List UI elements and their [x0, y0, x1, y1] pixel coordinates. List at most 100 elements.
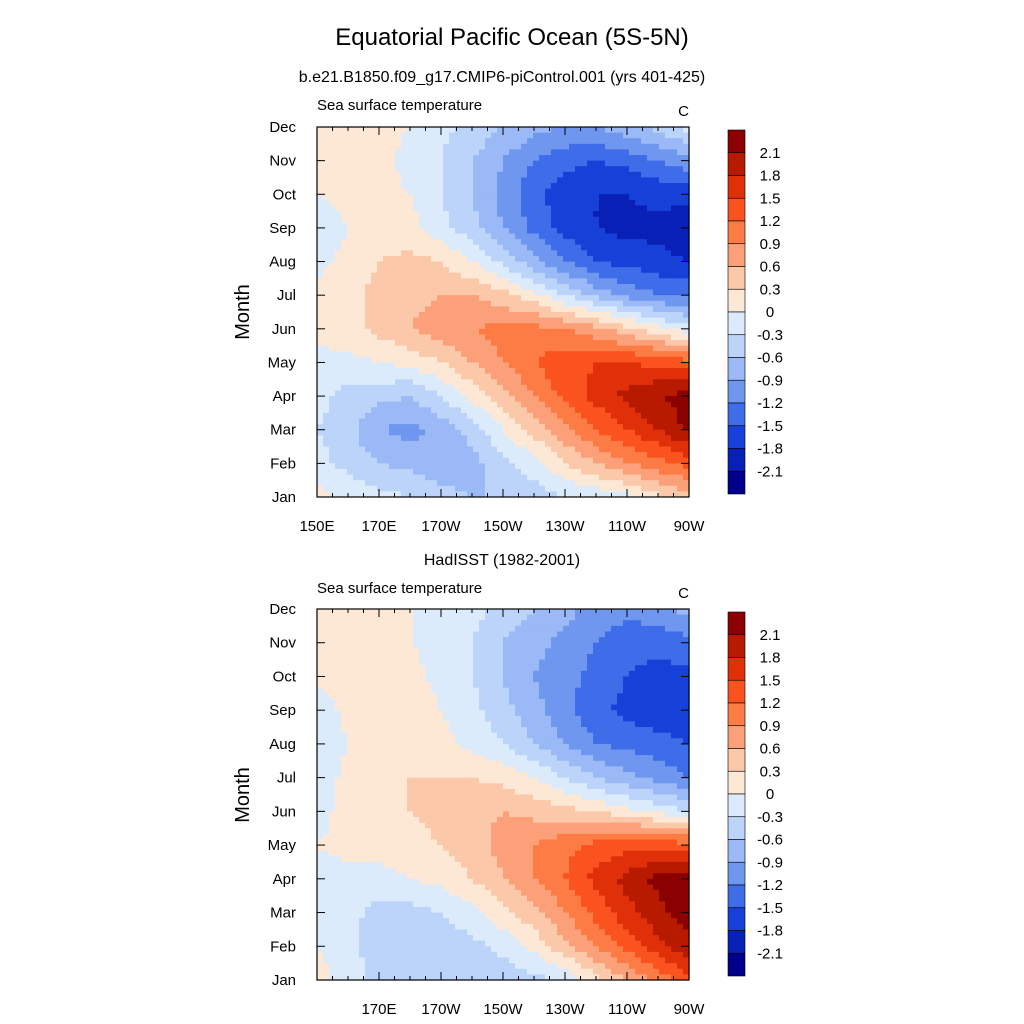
heatmap-cell [611, 463, 618, 470]
heatmap-cell [317, 379, 324, 386]
heatmap-cell [353, 306, 360, 313]
heatmap-cell [365, 368, 372, 375]
heatmap-cell [365, 351, 372, 358]
panel-1-plot-area [317, 127, 690, 498]
heatmap-cell [449, 396, 456, 403]
heatmap-cell [641, 289, 648, 296]
heatmap-cell [665, 328, 672, 336]
heatmap-cell [335, 323, 342, 330]
heatmap-cell [401, 183, 408, 190]
heatmap-cell [629, 183, 636, 190]
heatmap-cell [527, 138, 534, 145]
heatmap-cell [479, 211, 486, 218]
heatmap-cell [575, 412, 582, 420]
heatmap-cell [653, 233, 660, 240]
heatmap-cell [515, 155, 522, 162]
heatmap-cell [629, 222, 636, 229]
heatmap-cell [623, 390, 630, 397]
heatmap-cell [659, 351, 666, 358]
heatmap-cell [377, 289, 384, 296]
heatmap-cell [485, 648, 492, 655]
heatmap-cell [671, 160, 678, 167]
heatmap-cell [353, 653, 360, 661]
heatmap-cell [359, 155, 366, 162]
heatmap-cell [371, 452, 378, 459]
heatmap-cell [377, 614, 384, 621]
heatmap-cell [347, 665, 354, 672]
heatmap-cell [563, 429, 570, 436]
heatmap-cell [509, 446, 516, 453]
heatmap-cell [641, 233, 648, 240]
heatmap-cell [389, 143, 396, 151]
heatmap-cell [605, 446, 612, 453]
heatmap-cell [503, 384, 510, 392]
heatmap-cell [407, 424, 414, 431]
heatmap-cell [323, 340, 330, 347]
heatmap-cell [581, 396, 588, 403]
heatmap-cell [665, 216, 672, 223]
heatmap-cell [629, 188, 636, 195]
heatmap-cell [629, 132, 636, 139]
heatmap-cell [635, 485, 642, 492]
heatmap-cell [413, 132, 420, 139]
heatmap-cell [323, 362, 330, 369]
heatmap-cell [521, 334, 528, 341]
heatmap-cell [503, 356, 510, 364]
heatmap-cell [497, 211, 504, 218]
heatmap-cell [659, 300, 666, 307]
heatmap-cell [515, 468, 522, 476]
heatmap-cell [635, 183, 642, 190]
heatmap-cell [551, 177, 558, 184]
heatmap-cell [329, 659, 336, 666]
heatmap-cell [371, 127, 378, 134]
heatmap-cell [509, 362, 516, 369]
heatmap-cell [539, 317, 546, 324]
heatmap-cell [347, 457, 354, 464]
heatmap-cell [575, 480, 582, 487]
heatmap-cell [479, 149, 486, 156]
heatmap-cell [389, 362, 396, 369]
heatmap-cell [587, 368, 594, 375]
heatmap-cell [485, 609, 492, 616]
heatmap-cell [623, 250, 630, 257]
heatmap-cell [677, 239, 684, 246]
heatmap-cell [335, 390, 342, 397]
heatmap-cell [359, 199, 366, 207]
heatmap-cell [539, 323, 546, 330]
heatmap-cell [593, 362, 600, 369]
heatmap-cell [527, 653, 534, 661]
heatmap-cell [365, 272, 372, 279]
heatmap-cell [557, 396, 564, 403]
heatmap-cell [323, 653, 330, 661]
heatmap-cell [341, 166, 348, 173]
heatmap-cell [485, 468, 492, 476]
heatmap-cell [575, 211, 582, 218]
heatmap-cell [587, 289, 594, 296]
heatmap-cell [329, 435, 336, 442]
heatmap-cell [617, 384, 624, 392]
heatmap-cell [551, 401, 558, 408]
heatmap-cell [341, 609, 348, 616]
heatmap-cell [539, 463, 546, 470]
heatmap-cell [335, 614, 342, 621]
heatmap-cell [479, 345, 486, 352]
heatmap-cell [575, 384, 582, 392]
heatmap-cell [431, 491, 438, 498]
heatmap-cell [551, 665, 558, 672]
heatmap-cell [401, 155, 408, 162]
heatmap-cell [647, 188, 654, 195]
heatmap-cell [419, 155, 426, 162]
heatmap-cell [479, 138, 486, 145]
heatmap-cell [323, 412, 330, 420]
heatmap-cell [377, 177, 384, 184]
heatmap-cell [437, 272, 444, 279]
heatmap-cell [485, 300, 492, 307]
heatmap-cell [671, 424, 678, 431]
heatmap-cell [569, 356, 576, 364]
heatmap-cell [329, 362, 336, 369]
heatmap-cell [497, 155, 504, 162]
heatmap-cell [665, 267, 672, 274]
heatmap-cell [635, 637, 642, 644]
heatmap-cell [671, 194, 678, 201]
heatmap-cell [545, 620, 552, 627]
